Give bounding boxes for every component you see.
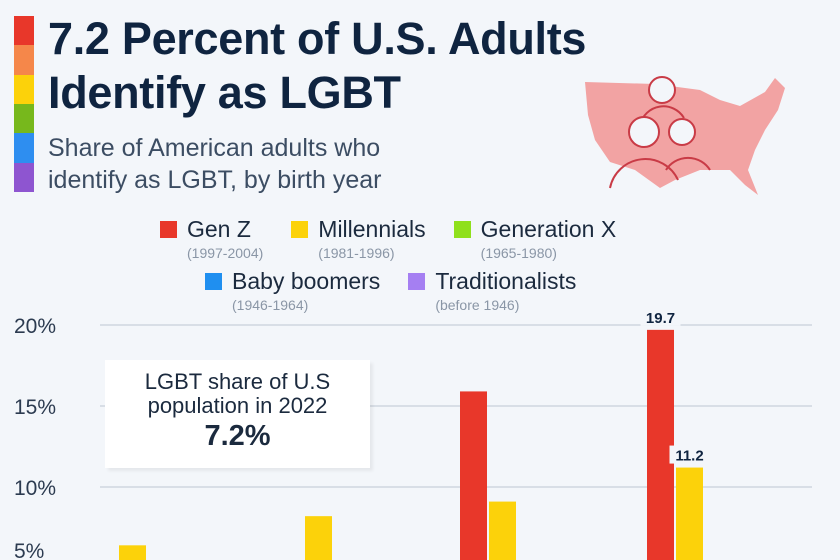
chart-subtitle: Share of American adults who identify as …	[48, 134, 382, 194]
rainbow-segment	[14, 45, 34, 75]
legend-swatch	[205, 273, 222, 290]
legend-swatch	[453, 221, 471, 238]
legend-swatch	[408, 273, 426, 290]
legend-swatch	[291, 221, 309, 238]
legend-item: Baby boomers (1946-1964)	[205, 268, 380, 313]
data-label-bg	[640, 307, 681, 326]
callout-value: 7.2%	[204, 420, 271, 452]
data-label: 19.7	[646, 310, 675, 327]
rainbow-segment	[14, 133, 34, 163]
legend-row-1: Gen Z (1997-2004) Millennials (1981-1996) Ge…	[160, 216, 616, 261]
rainbow-bar	[14, 16, 34, 192]
data-label-bg	[669, 445, 710, 464]
legend-row-2: Baby boomers (1946-1964) Traditionalists (b…	[205, 268, 576, 313]
y-tick-label: 5%	[14, 540, 44, 560]
legend-years: (1997-2004)	[187, 245, 264, 261]
callout-line2: population in 2022	[147, 393, 328, 418]
legend-years: (1965-1980)	[480, 245, 557, 261]
bar-millennials	[119, 545, 146, 560]
rainbow-segment	[14, 103, 34, 134]
y-tick-label: 20%	[14, 315, 56, 338]
legend-label: Gen Z	[187, 216, 251, 242]
legend-label: Baby boomers	[232, 268, 381, 294]
chart-title: 7.2 Percent of U.S. Adults Identify as LG…	[48, 13, 587, 118]
legend-label: Generation X	[480, 216, 617, 242]
legend-years: (1981-1996)	[318, 245, 395, 261]
bar-millennials	[489, 501, 516, 560]
rainbow-segment	[14, 16, 34, 46]
bar-millennials	[676, 467, 703, 560]
legend-years: (1946-1964)	[232, 297, 309, 313]
legend-item: Gen Z (1997-2004)	[160, 216, 263, 261]
legend-swatch	[160, 221, 177, 238]
legend-item: Generation X (1965-1980)	[453, 216, 617, 261]
legend-item: Traditionalists (before 1946)	[408, 268, 576, 313]
bar-millennials	[305, 516, 332, 560]
legend-label: Millennials	[318, 216, 426, 242]
data-label: 11.2	[675, 448, 703, 465]
callout-line1: LGBT share of U.S	[144, 369, 331, 394]
legend-years: (before 1946)	[435, 297, 520, 313]
legend-label: Traditionalists	[435, 268, 577, 294]
legend-item: Millennials (1981-1996)	[291, 216, 426, 261]
y-tick-label: 10%	[14, 477, 56, 500]
rainbow-segment	[14, 162, 34, 192]
y-tick-label: 15%	[14, 396, 56, 419]
bar-gen-z	[647, 329, 674, 560]
bar-gen-z	[460, 391, 487, 560]
rainbow-segment	[14, 74, 34, 104]
callout-box: LGBT share of U.S population in 2022 7.2…	[105, 360, 370, 468]
us-map-people-icon	[585, 76, 785, 195]
